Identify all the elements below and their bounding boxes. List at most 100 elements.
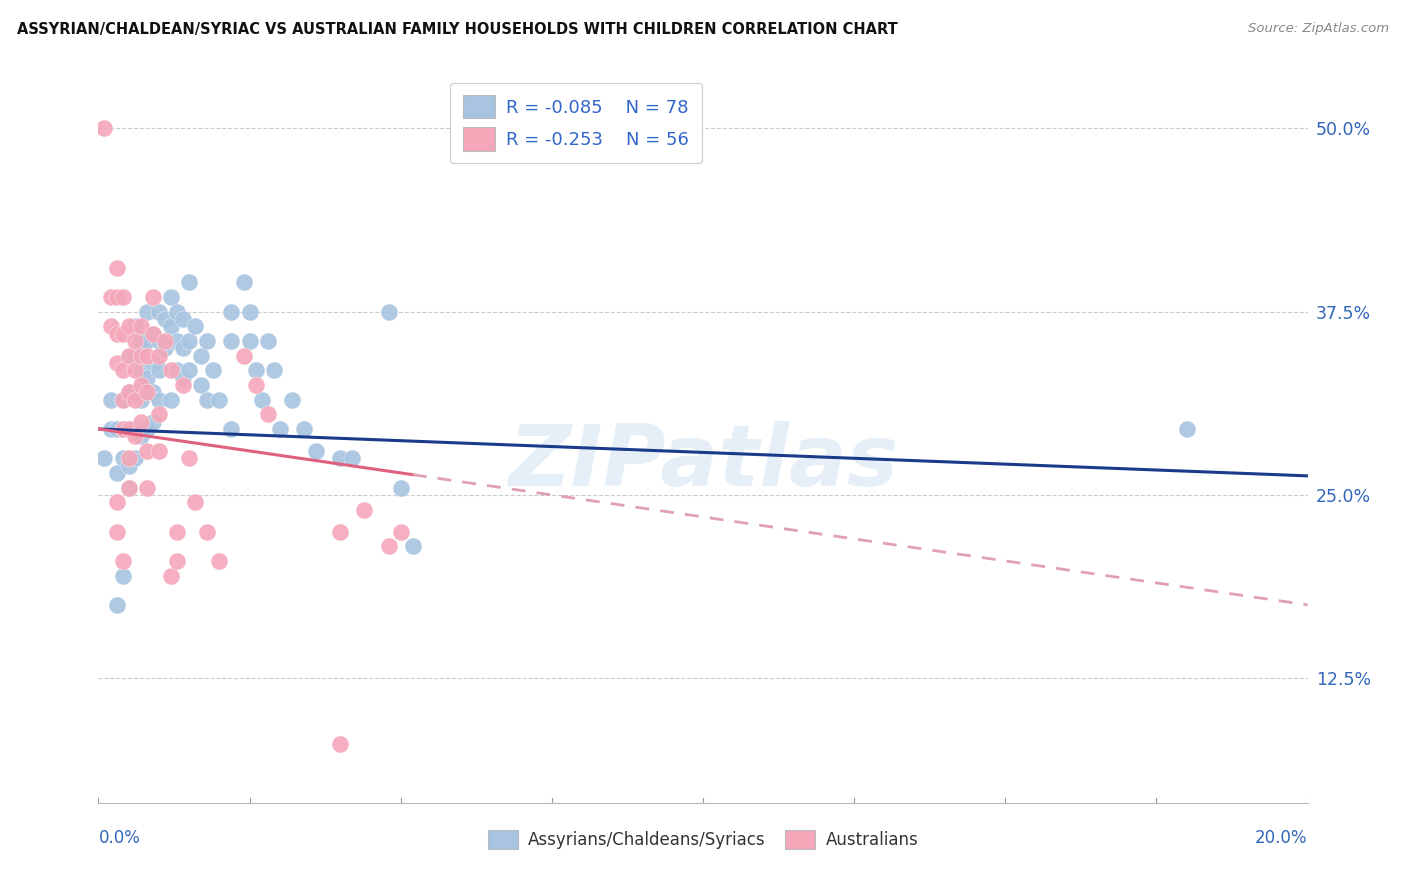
Point [124, 349, 146, 363]
Point [160, 319, 183, 334]
Point [105, 466, 128, 480]
Point [105, 495, 128, 509]
Point [1175, 422, 1198, 436]
Point [166, 524, 188, 539]
Point [377, 304, 399, 318]
Point [160, 363, 183, 377]
Point [166, 334, 188, 348]
Point [142, 326, 165, 341]
Point [221, 422, 243, 436]
Point [256, 334, 278, 348]
Point [118, 385, 141, 400]
Point [329, 737, 352, 751]
Point [118, 422, 141, 436]
Point [142, 326, 165, 341]
Point [111, 422, 134, 436]
Point [342, 451, 364, 466]
Point [148, 304, 170, 318]
Point [184, 319, 207, 334]
Point [118, 385, 141, 400]
Point [269, 422, 291, 436]
Point [179, 276, 201, 290]
Point [153, 341, 176, 355]
Point [250, 392, 273, 407]
Point [208, 392, 231, 407]
Point [111, 451, 134, 466]
Point [166, 554, 188, 568]
Point [221, 304, 243, 318]
Point [166, 363, 188, 377]
Point [166, 304, 188, 318]
Point [124, 319, 146, 334]
Point [148, 392, 170, 407]
Point [135, 385, 157, 400]
Point [172, 370, 194, 384]
Point [111, 554, 134, 568]
Point [111, 392, 134, 407]
Point [172, 312, 194, 326]
Point [105, 598, 128, 612]
Point [329, 524, 352, 539]
Point [148, 363, 170, 377]
Point [118, 349, 141, 363]
Text: ASSYRIAN/CHALDEAN/SYRIAC VS AUSTRALIAN FAMILY HOUSEHOLDS WITH CHILDREN CORRELATI: ASSYRIAN/CHALDEAN/SYRIAC VS AUSTRALIAN F… [17, 22, 897, 37]
Point [153, 312, 176, 326]
Point [135, 304, 157, 318]
Point [111, 363, 134, 377]
Point [160, 392, 183, 407]
Point [124, 422, 146, 436]
Point [305, 444, 328, 458]
Point [124, 451, 146, 466]
Point [135, 444, 157, 458]
Point [190, 378, 212, 392]
Point [105, 422, 128, 436]
Point [184, 495, 207, 509]
Point [111, 568, 134, 582]
Point [93, 121, 115, 136]
Point [239, 334, 262, 348]
Point [195, 524, 218, 539]
Point [118, 481, 141, 495]
Point [118, 349, 141, 363]
Point [100, 422, 122, 436]
Point [402, 539, 425, 553]
Text: Source: ZipAtlas.com: Source: ZipAtlas.com [1249, 22, 1389, 36]
Point [353, 502, 375, 516]
Legend: Assyrians/Chaldeans/Syriacs, Australians: Assyrians/Chaldeans/Syriacs, Australians [479, 822, 927, 857]
Point [202, 363, 225, 377]
Point [142, 290, 165, 304]
Text: ZIPatlas: ZIPatlas [508, 421, 898, 504]
Point [292, 422, 315, 436]
Point [142, 356, 165, 370]
Point [148, 407, 170, 421]
Point [329, 451, 352, 466]
Point [135, 334, 157, 348]
Point [129, 415, 152, 429]
Point [105, 356, 128, 370]
Point [129, 392, 152, 407]
Point [135, 370, 157, 384]
Point [111, 290, 134, 304]
Point [105, 290, 128, 304]
Point [111, 326, 134, 341]
Point [263, 363, 285, 377]
Point [105, 326, 128, 341]
Point [118, 458, 141, 473]
Point [105, 260, 128, 275]
Point [129, 378, 152, 392]
Point [172, 378, 194, 392]
Point [124, 429, 146, 443]
Point [124, 385, 146, 400]
Point [135, 422, 157, 436]
Point [100, 319, 122, 334]
Point [100, 290, 122, 304]
Point [172, 341, 194, 355]
Point [129, 363, 152, 377]
Point [179, 334, 201, 348]
Point [118, 481, 141, 495]
Point [118, 422, 141, 436]
Point [195, 334, 218, 348]
Point [179, 451, 201, 466]
Point [281, 392, 304, 407]
Point [232, 276, 254, 290]
